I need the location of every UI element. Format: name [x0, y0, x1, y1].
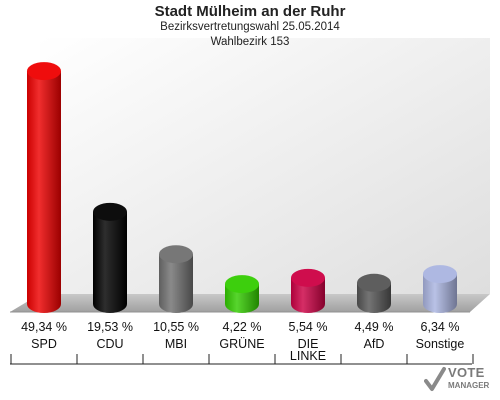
category-label: CDU — [96, 337, 123, 351]
bar-top — [27, 62, 61, 81]
vote-manager-logo: VOTE MANAGER — [424, 364, 496, 396]
value-label: 6,34 % — [421, 320, 460, 334]
bar-top — [159, 245, 193, 264]
bar-afd — [357, 273, 391, 313]
bar-body — [93, 211, 127, 313]
category-label: SPD — [31, 337, 57, 351]
category-label: MBI — [165, 337, 187, 351]
value-label: 19,53 % — [87, 320, 133, 334]
value-label: 5,54 % — [289, 320, 328, 334]
bar-top — [225, 275, 259, 294]
bar-mbi — [159, 245, 193, 313]
bar-top — [357, 273, 391, 292]
bar-spd — [27, 62, 61, 313]
bar-top — [93, 202, 127, 221]
bar-sonstige — [423, 265, 457, 313]
logo-text-vote: VOTE — [448, 365, 485, 380]
bar-body — [423, 274, 457, 313]
value-label: 49,34 % — [21, 320, 67, 334]
bar-body — [27, 71, 61, 313]
bar-cdu — [93, 202, 127, 313]
checkmark-icon — [424, 367, 446, 391]
chart-title: Stadt Mülheim an der Ruhr — [154, 3, 346, 20]
chart-backwall — [40, 38, 490, 294]
value-label: 4,49 % — [355, 320, 394, 334]
bar-body — [291, 277, 325, 313]
chart-subtitle-election: Bezirksvertretungswahl 25.05.2014 — [160, 21, 340, 33]
category-label: AfD — [364, 337, 385, 351]
chart-subtitle-district: Wahlbezirk 153 — [210, 36, 290, 48]
logo-text-manager: MANAGER — [448, 381, 490, 390]
bar-top — [291, 268, 325, 287]
category-label: DIE LINKE — [290, 337, 326, 363]
category-label: GRÜNE — [219, 337, 264, 351]
bar-grüne — [225, 275, 259, 313]
value-label: 4,22 % — [223, 320, 262, 334]
bar-body — [159, 254, 193, 313]
category-label: Sonstige — [416, 337, 465, 351]
chart-header: Stadt Mülheim an der Ruhr Bezirksvertret… — [0, 0, 500, 50]
bar-top — [423, 265, 457, 284]
value-label: 10,55 % — [153, 320, 199, 334]
bar-die-linke — [291, 268, 325, 313]
